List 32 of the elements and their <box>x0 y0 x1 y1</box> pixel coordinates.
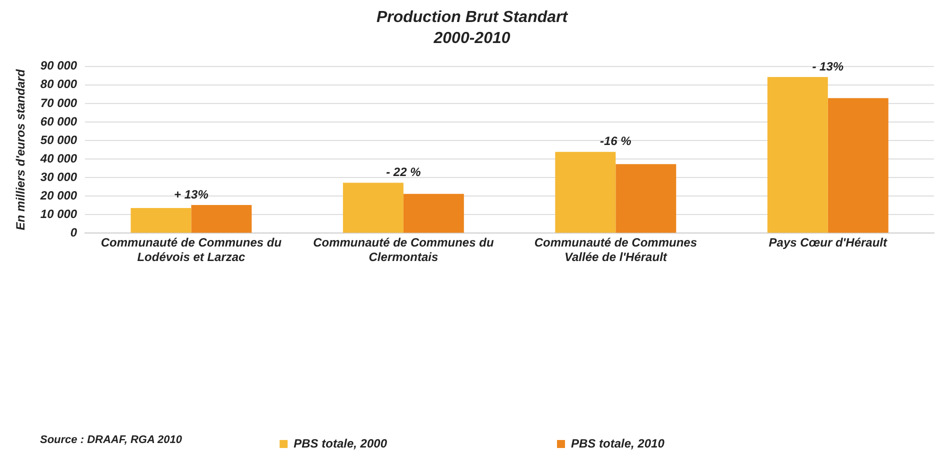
y-tick-label: 50 000 <box>40 132 78 147</box>
chart-subtitle: 2000-2010 <box>432 30 510 48</box>
annotation: - 13% <box>812 59 844 74</box>
y-tick-label: 30 000 <box>40 170 78 184</box>
bar <box>403 194 464 233</box>
annotation: - 22 % <box>386 165 422 180</box>
y-tick-label: 0 <box>70 226 78 240</box>
bar <box>191 205 252 233</box>
y-axis-title: En milliers d'euros standard <box>14 68 28 230</box>
legend-label: PBS totale, 2010 <box>571 436 665 450</box>
annotation: -16 % <box>600 134 632 148</box>
x-tick-label: Communauté de Communes du Clermontais <box>313 236 494 264</box>
legend-label: PBS totale, 2000 <box>294 436 388 450</box>
source-note: Source : DRAAF, RGA 2010 <box>40 434 182 446</box>
y-tick-label: 20 000 <box>39 188 78 202</box>
y-tick-label: 80 000 <box>40 77 78 92</box>
y-tick-label: 40 000 <box>39 151 78 166</box>
y-tick-label: 60 000 <box>40 114 78 128</box>
x-tick-label: Communauté de Communes du Lodévois et Larzac <box>100 236 282 264</box>
x-tick-label: Communauté de Communes Vallée de l'Hérault <box>534 236 698 264</box>
bar <box>130 208 192 233</box>
bar <box>767 76 828 233</box>
y-tick-label: 90 000 <box>40 58 78 73</box>
bar <box>555 152 616 233</box>
annotation: + 13% <box>174 187 209 202</box>
bar <box>616 164 676 233</box>
bar <box>828 98 888 233</box>
y-tick-label: 70 000 <box>40 96 78 110</box>
chart-title: Production Brut Standart <box>376 9 568 26</box>
x-tick-label: Pays Cœur d'Hérault <box>768 236 888 250</box>
y-tick-label: 10 000 <box>40 206 78 221</box>
bar <box>342 182 404 233</box>
